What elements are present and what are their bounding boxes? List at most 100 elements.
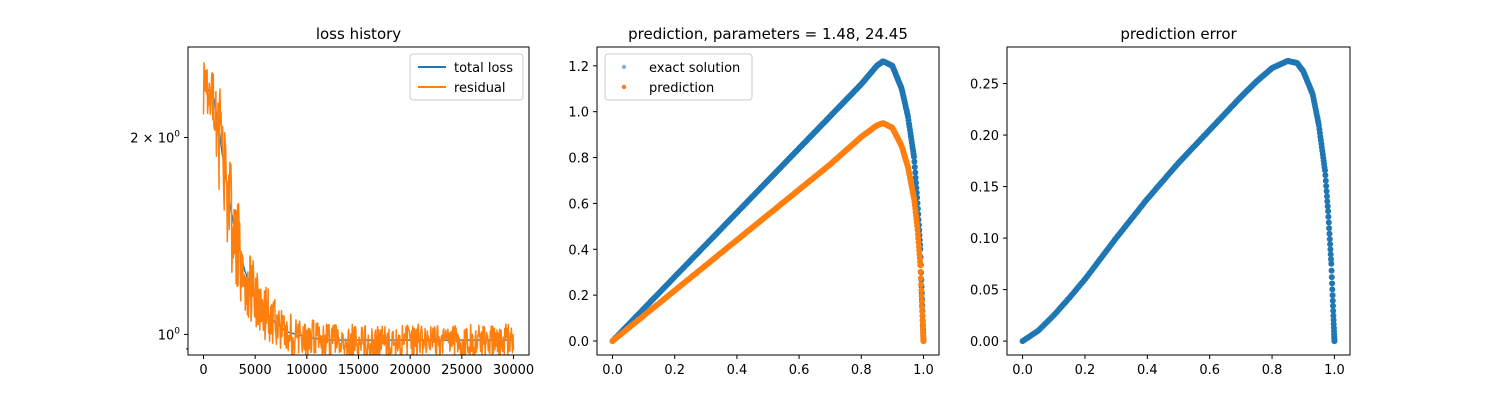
data-point — [919, 303, 925, 310]
y-tick-base: 10 — [158, 131, 175, 146]
data-point — [1324, 198, 1331, 205]
plot-area — [202, 62, 515, 355]
data-point — [914, 226, 921, 233]
legend-label: residual — [454, 81, 506, 96]
y-tick-base: 10 — [158, 328, 175, 343]
y-tick-label: 0.8 — [568, 152, 589, 167]
x-tick-label: 0.2 — [664, 363, 685, 378]
x-tick-label: 25000 — [441, 363, 482, 378]
x-tick-label: 5000 — [239, 363, 272, 378]
data-point — [917, 275, 924, 282]
x-tick-label: 0.8 — [851, 363, 872, 378]
data-point — [920, 338, 927, 344]
y-tick-label: 1.0 — [568, 106, 589, 121]
x-tick-label: 0.4 — [1137, 363, 1158, 378]
data-point — [1327, 251, 1334, 258]
axes-frame — [1006, 46, 1351, 356]
y-tick-label: 0.25 — [970, 78, 999, 93]
axes-frame — [596, 46, 940, 356]
panel-2: prediction, parameters = 1.48, 24.45 0.0 0… — [568, 25, 940, 378]
series-1 — [1019, 58, 1338, 345]
x-tick-label: 30000 — [493, 363, 534, 378]
data-point — [1329, 280, 1336, 287]
legend-box — [409, 53, 524, 101]
data-point — [1322, 177, 1329, 184]
legend-box — [604, 53, 753, 101]
x-tick-label: 1.0 — [913, 363, 934, 378]
data-point — [1325, 213, 1332, 220]
legend-label: prediction — [649, 81, 714, 96]
data-point — [911, 153, 917, 160]
data-point — [1323, 188, 1330, 195]
data-point — [918, 298, 925, 305]
data-point — [1330, 302, 1336, 309]
x-tick-label: 10000 — [286, 363, 327, 378]
plot-area — [609, 58, 927, 344]
data-point — [917, 262, 924, 269]
y-tick-label: 0.00 — [970, 335, 999, 350]
data-point — [1327, 241, 1334, 248]
series-2 — [609, 120, 927, 344]
y-tick-label: 0.20 — [970, 129, 999, 144]
data-point — [1330, 312, 1337, 319]
data-point — [919, 308, 926, 315]
x-tick-label: 0.2 — [1075, 363, 1096, 378]
data-point — [918, 293, 925, 299]
legend: exact solution prediction — [604, 53, 753, 101]
data-point — [1323, 183, 1330, 189]
y-tick-label: 100 — [158, 326, 181, 343]
x-tick-label: 20000 — [389, 363, 430, 378]
y-tick-exponent: 0 — [174, 129, 180, 139]
data-point — [1330, 307, 1337, 314]
panel-3: prediction error 0.0 0.2 0.4 0.6 0.8 1.0 0.00 0.… — [970, 25, 1351, 378]
x-tick-label: 0.0 — [602, 363, 623, 378]
data-point — [1326, 236, 1333, 243]
y-tick-label: 0.2 — [568, 289, 589, 304]
data-point — [913, 179, 919, 186]
data-point — [1324, 193, 1330, 200]
legend-label: total loss — [454, 61, 513, 76]
series-line-2 — [202, 62, 515, 355]
y-tick-label: 0.0 — [568, 335, 589, 350]
legend: total loss residual — [409, 53, 524, 101]
x-tick-label: 1.0 — [1324, 363, 1345, 378]
data-point — [1328, 274, 1335, 281]
data-point — [911, 164, 918, 171]
y-tick-label: 0.10 — [970, 232, 999, 247]
data-point — [1322, 167, 1328, 174]
data-point — [918, 281, 925, 288]
y-tick-exponent: 0 — [174, 326, 180, 336]
x-tick-label: 15000 — [338, 363, 379, 378]
data-point — [1329, 297, 1336, 304]
legend-marker — [621, 64, 627, 70]
chart-title: loss history — [316, 25, 401, 43]
data-point — [1328, 256, 1334, 263]
data-point — [1329, 286, 1336, 293]
x-tick-label: 0.6 — [789, 363, 810, 378]
x-tick-label: 0.4 — [727, 363, 748, 378]
y-tick-coef: 2 × — [130, 131, 157, 146]
data-point — [1324, 203, 1331, 210]
series-line-1 — [202, 85, 514, 341]
plot-area — [1019, 58, 1338, 345]
x-tick-label: 0 — [199, 363, 207, 378]
data-point — [919, 313, 926, 319]
x-tick-label: 0.8 — [1262, 363, 1283, 378]
data-point — [1326, 225, 1333, 232]
y-tick-label: 0.4 — [568, 243, 589, 258]
data-point — [917, 268, 924, 275]
data-point — [1328, 260, 1335, 267]
data-point — [1325, 208, 1332, 215]
y-tick-label: 0.05 — [970, 284, 999, 299]
x-tick-label: 0.0 — [1012, 363, 1033, 378]
data-point — [1327, 246, 1334, 253]
data-point — [911, 158, 918, 165]
y-tick-label: 0.6 — [568, 197, 589, 212]
legend-label: exact solution — [649, 61, 740, 76]
data-point — [912, 174, 919, 181]
chart-title: prediction, parameters = 1.48, 24.45 — [628, 25, 908, 43]
y-tick-label: 0.15 — [970, 181, 999, 196]
